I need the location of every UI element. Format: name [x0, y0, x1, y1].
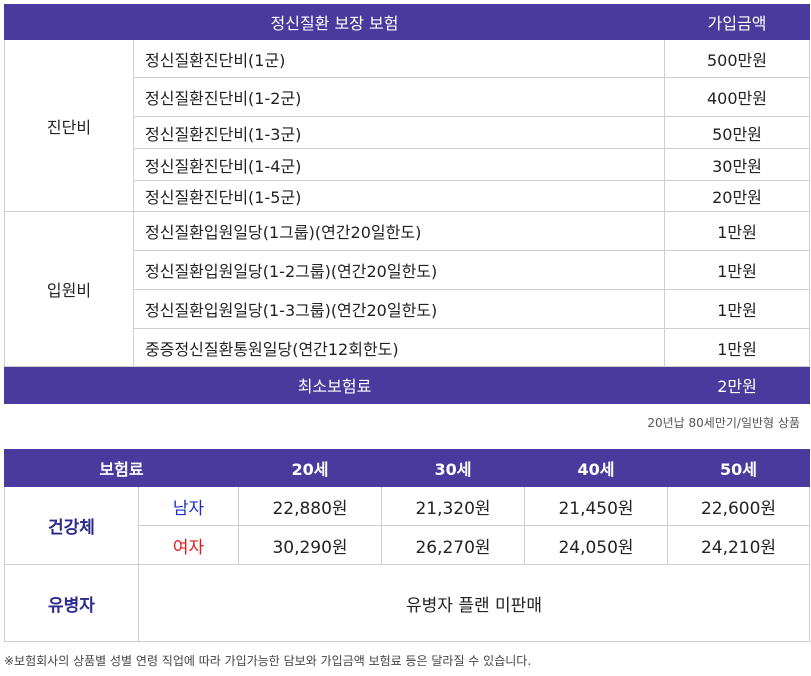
premium-table: 보험료 20세 30세 40세 50세 건강체 남자 22,880원 21,32…	[3, 449, 811, 642]
coverage-item: 중증정신질환통원일당(연간12회한도)	[133, 328, 665, 367]
table-row: 정신질환입원일당(1-3그룹)(연간20일한도) 1만원	[5, 289, 810, 329]
age-header: 20세	[238, 449, 383, 487]
premium-header-label: 보험료	[3, 449, 240, 487]
coverage-amount: 30만원	[664, 148, 810, 181]
coverage-header: 정신질환 보장 보험	[4, 4, 665, 40]
coverage-item: 정신질환진단비(1-5군)	[133, 180, 665, 212]
coverage-header-row: 정신질환 보장 보험 가입금액	[4, 4, 810, 40]
premium-value: 21,320원	[381, 486, 526, 526]
table-row: 여자 30,290원 26,270원 24,050원 24,210원	[5, 525, 811, 565]
minimum-premium-amount: 2만원	[664, 366, 810, 404]
coverage-item: 정신질환입원일당(1그룹)(연간20일한도)	[133, 211, 665, 251]
coverage-item: 정신질환입원일당(1-3그룹)(연간20일한도)	[133, 289, 665, 329]
premium-value: 30,290원	[238, 525, 383, 565]
premium-value: 24,210원	[667, 525, 811, 565]
premium-value: 24,050원	[524, 525, 669, 565]
coverage-table: 정신질환 보장 보험 가입금액 진단비 정신질환진단비(1군) 500만원 정신…	[4, 4, 810, 404]
premium-value: 22,600원	[667, 486, 811, 526]
coverage-item: 정신질환진단비(1-3군)	[133, 116, 665, 149]
category-hospitalization: 입원비	[4, 211, 134, 367]
coverage-amount: 50만원	[664, 116, 810, 149]
female-label: 여자	[137, 525, 240, 565]
table-row: 입원비 정신질환입원일당(1그룹)(연간20일한도) 1만원	[4, 211, 810, 367]
male-label: 남자	[137, 486, 240, 526]
table-row: 중증정신질환통원일당(연간12회한도) 1만원	[5, 328, 810, 367]
premium-header-row: 보험료 20세 30세 40세 50세	[3, 449, 811, 487]
premium-value: 26,270원	[381, 525, 526, 565]
coverage-amount: 500만원	[664, 39, 810, 78]
sick-plan-text: 유병자 플랜 미판매	[137, 564, 811, 642]
table-row: 정신질환진단비(1-2군) 400만원	[5, 77, 810, 117]
age-header: 30세	[381, 449, 526, 487]
product-note: 20년납 80세만기/일반형 상품	[647, 416, 800, 430]
age-header: 50세	[667, 449, 811, 487]
category-diagnosis: 진단비	[4, 39, 134, 212]
coverage-amount: 20만원	[664, 180, 810, 212]
table-row: 진단비 정신질환진단비(1군) 500만원	[4, 39, 810, 212]
table-row: 정신질환진단비(1-4군) 30만원	[5, 148, 810, 181]
coverage-amount: 1만원	[664, 289, 810, 329]
minimum-premium-label: 최소보험료	[4, 366, 665, 404]
coverage-item: 정신질환진단비(1-2군)	[133, 77, 665, 117]
coverage-item: 정신질환진단비(1-4군)	[133, 148, 665, 181]
minimum-premium-row: 최소보험료 2만원	[4, 366, 810, 404]
table-row: 정신질환입원일당(1-2그룹)(연간20일한도) 1만원	[5, 250, 810, 290]
premium-value: 21,450원	[524, 486, 669, 526]
premium-value: 22,880원	[238, 486, 383, 526]
healthy-group-label: 건강체	[4, 486, 139, 565]
sick-group-label: 유병자	[4, 564, 139, 642]
footnote: ※보험회사의 상품별 성별 연령 직업에 따라 가입가능한 담보와 가입금액 보…	[4, 654, 532, 668]
coverage-amount: 400만원	[664, 77, 810, 117]
coverage-item: 정신질환입원일당(1-2그룹)(연간20일한도)	[133, 250, 665, 290]
table-row: 건강체 남자 22,880원 21,320원 21,450원 22,600원	[4, 486, 811, 565]
table-row: 정신질환진단비(1-5군) 20만원	[5, 180, 810, 212]
amount-header: 가입금액	[664, 4, 810, 40]
coverage-amount: 1만원	[664, 250, 810, 290]
coverage-amount: 1만원	[664, 211, 810, 251]
coverage-item: 정신질환진단비(1군)	[133, 39, 665, 78]
table-row: 유병자 유병자 플랜 미판매	[4, 564, 811, 642]
age-header: 40세	[524, 449, 669, 487]
coverage-amount: 1만원	[664, 328, 810, 367]
